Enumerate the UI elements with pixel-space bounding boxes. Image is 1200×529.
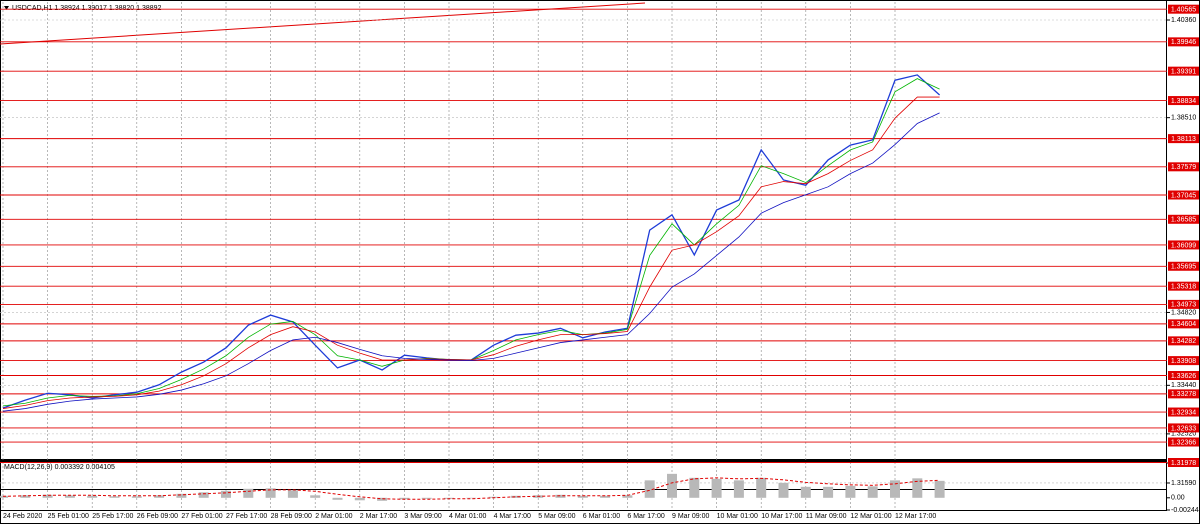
- x-tick-label: 25 Feb 17:00: [92, 513, 133, 520]
- level-label: 1.32934: [1171, 409, 1196, 416]
- macd-bar: [199, 492, 209, 497]
- level-label: 1.36099: [1171, 242, 1196, 249]
- x-tick-label: 3 Mar 09:00: [404, 513, 441, 520]
- level-label: 1.39391: [1171, 69, 1196, 76]
- x-tick-label: 25 Feb 01:00: [48, 513, 89, 520]
- y-tick-label: -0.002444: [1171, 507, 1200, 514]
- macd-bar: [779, 483, 789, 498]
- y-tick-label: 1.33440: [1171, 382, 1196, 389]
- x-tick-label: 5 Mar 09:00: [538, 513, 575, 520]
- y-tick-label: 1.38510: [1171, 115, 1196, 122]
- x-tick-label: 26 Feb 09:00: [137, 513, 178, 520]
- x-tick-label: 6 Mar 17:00: [627, 513, 664, 520]
- x-tick-label: 10 Mar 17:00: [761, 513, 802, 520]
- macd-bar: [845, 486, 855, 498]
- x-tick-label: 24 Feb 2020: [3, 513, 42, 520]
- level-label: 1.36585: [1171, 217, 1196, 224]
- x-tick-label: 6 Mar 01:00: [583, 513, 620, 520]
- macd-bar: [221, 491, 231, 498]
- macd-title: MACD(12,26,9) 0.003392 0.004105: [4, 464, 115, 471]
- level-label: 1.35318: [1171, 284, 1196, 291]
- x-tick-label: 2 Mar 17:00: [360, 513, 397, 520]
- x-tick-label: 4 Mar 01:00: [449, 513, 486, 520]
- macd-bar: [756, 478, 766, 498]
- macd-bar: [734, 480, 744, 497]
- y-tick-label: 1.34820: [1171, 309, 1196, 316]
- level-label: 1.38834: [1171, 98, 1196, 105]
- x-tick-label: 28 Feb 09:00: [271, 513, 312, 520]
- macd-bar: [712, 479, 722, 498]
- macd-bar: [935, 481, 945, 498]
- macd-bar: [868, 486, 878, 497]
- level-label: 1.33908: [1171, 358, 1196, 365]
- macd-bar: [801, 487, 811, 498]
- macd-bar: [689, 478, 699, 498]
- x-tick-label: 10 Mar 01:00: [717, 513, 758, 520]
- x-tick-label: 2 Mar 01:00: [315, 513, 352, 520]
- x-tick-label: 27 Feb 17:00: [226, 513, 267, 520]
- x-tick-label: 12 Mar 01:00: [850, 513, 891, 520]
- macd-bar: [110, 496, 120, 497]
- y-tick-label: 1.31590: [1171, 480, 1196, 487]
- x-tick-label: 4 Mar 17:00: [494, 513, 531, 520]
- x-tick-label: 11 Mar 09:00: [806, 513, 847, 520]
- level-label: 1.32633: [1171, 425, 1196, 432]
- level-label: 1.34282: [1171, 338, 1196, 345]
- x-tick-label: 12 Mar 17:00: [895, 513, 936, 520]
- level-label: 1.33278: [1171, 391, 1196, 398]
- level-label: 1.35695: [1171, 264, 1196, 271]
- macd-bar: [333, 498, 343, 500]
- macd-bar: [890, 480, 900, 497]
- chart-title: USDCAD,H1 1.38924 1.39017 1.38820 1.3889…: [12, 5, 162, 12]
- level-label: 1.37579: [1171, 164, 1196, 171]
- macd-bar: [310, 495, 320, 497]
- x-tick-label: 27 Feb 01:00: [181, 513, 222, 520]
- macd-bar: [667, 474, 677, 498]
- level-label: 1.33626: [1171, 373, 1196, 380]
- level-label: 1.37045: [1171, 192, 1196, 199]
- level-label: 1.31978: [1171, 460, 1196, 467]
- macd-bar: [132, 496, 142, 497]
- macd-bar: [422, 498, 432, 499]
- macd-bar: [823, 487, 833, 498]
- level-label: 1.32366: [1171, 439, 1196, 446]
- level-label: 1.40565: [1171, 7, 1196, 14]
- macd-bar: [87, 496, 97, 498]
- level-label: 1.38113: [1171, 136, 1196, 143]
- level-label: 1.34604: [1171, 321, 1196, 328]
- macd-bar: [355, 498, 365, 500]
- level-label: 1.34973: [1171, 302, 1196, 309]
- level-label: 1.39946: [1171, 39, 1196, 46]
- macd-bar: [243, 489, 253, 498]
- x-tick-label: 9 Mar 09:00: [672, 513, 709, 520]
- y-tick-label: 1.40360: [1171, 17, 1196, 24]
- macd-bar: [288, 490, 298, 497]
- y-tick-label: 0.00: [1171, 495, 1185, 502]
